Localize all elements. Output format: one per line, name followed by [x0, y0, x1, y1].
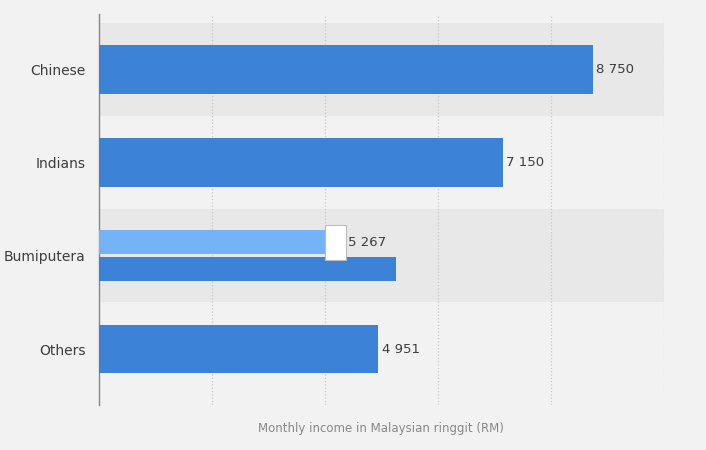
Bar [99, 257, 396, 282]
Bar [99, 23, 664, 116]
Bar [99, 230, 325, 254]
Bar [99, 209, 664, 302]
Text: 4 951: 4 951 [382, 342, 420, 356]
X-axis label: Monthly income in Malaysian ringgit (RM): Monthly income in Malaysian ringgit (RM) [258, 422, 504, 435]
Bar [99, 116, 664, 209]
Bar [99, 325, 378, 374]
Text: 8 750: 8 750 [597, 63, 635, 76]
FancyBboxPatch shape [325, 225, 346, 260]
Text: 5 267: 5 267 [348, 236, 386, 249]
Bar [99, 45, 593, 94]
Bar [99, 302, 664, 396]
Bar [99, 139, 503, 187]
Text: 7 150: 7 150 [506, 156, 544, 169]
